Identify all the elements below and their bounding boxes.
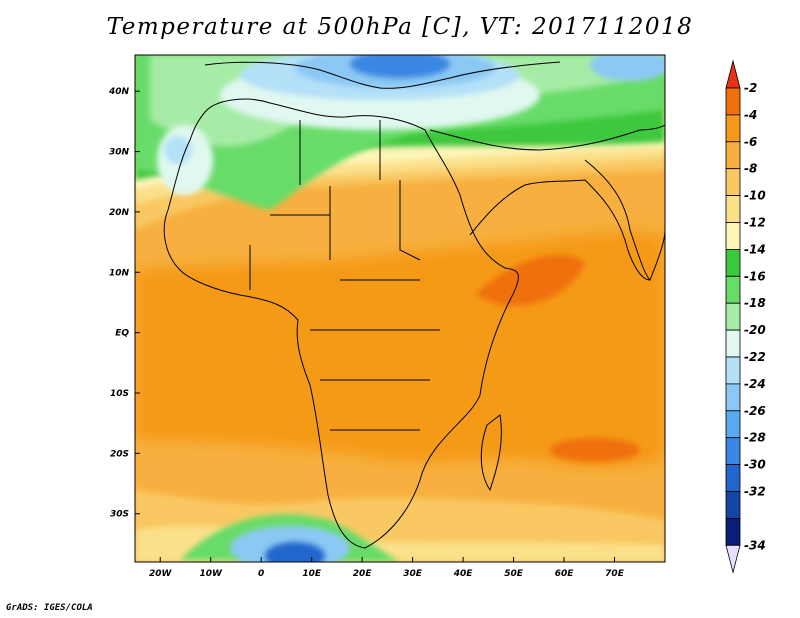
lon-tick-label: 20W xyxy=(149,569,173,579)
grads-credit: GrADS: IGES/COLA xyxy=(6,603,93,613)
lon-tick-label: 0 xyxy=(258,569,264,579)
temperature-field xyxy=(135,55,665,562)
colorbar-label: -32 xyxy=(744,485,766,499)
colorbar-swatch xyxy=(725,302,741,331)
coastlines xyxy=(163,61,665,549)
lat-tick-label: EQ xyxy=(115,329,129,339)
colorbar-swatch xyxy=(725,329,741,358)
colorbar-swatch xyxy=(725,195,741,223)
colorbar-swatch xyxy=(725,275,741,304)
colorbar-label: -10 xyxy=(744,189,766,203)
band-minus-4-south-indian-ocean xyxy=(550,438,640,462)
colorbar-swatch xyxy=(725,356,741,385)
lat-tick-label: 10S xyxy=(110,389,129,399)
colorbar-bottom-arrow xyxy=(725,544,741,574)
latitude-axis: 40N 30N 20N 10N EQ 10S 20S 30S xyxy=(108,87,140,520)
lon-tick-label: 10W xyxy=(199,569,223,579)
lat-tick-label: 40N xyxy=(108,87,130,97)
arabian-peninsula-coastline xyxy=(469,179,651,281)
cold-band-asia xyxy=(590,55,665,81)
band-minus-6 xyxy=(135,231,665,468)
colorbar-swatch xyxy=(725,518,741,546)
cold-core-nw-africa xyxy=(164,136,192,164)
colorbar-label: -12 xyxy=(744,216,766,230)
europe-coastline xyxy=(204,61,561,89)
colorbar-label: -6 xyxy=(744,135,757,149)
colorbar-swatch xyxy=(725,141,741,170)
cold-band-europe-3 xyxy=(350,55,450,78)
colorbar-label: -8 xyxy=(744,162,757,176)
colorbar-label: -22 xyxy=(744,350,766,364)
colorbar-swatch xyxy=(725,87,741,116)
longitude-axis: 20W 10W 0 10E 20E 30E 40E 50E 60E 70E xyxy=(149,557,625,579)
map-title: Temperature at 500hPa [C], VT: 201711201… xyxy=(106,14,694,40)
lon-tick-label: 70E xyxy=(605,569,625,579)
colorbar-label: -18 xyxy=(744,296,766,310)
colorbar-label: -14 xyxy=(744,242,766,256)
lon-tick-label: 20E xyxy=(353,569,373,579)
country-borders xyxy=(249,120,440,431)
lat-tick-label: 30S xyxy=(110,510,129,520)
colorbar-label: -2 xyxy=(744,81,757,95)
cold-core-south-atlantic xyxy=(265,542,325,562)
colorbar-swatch xyxy=(725,491,741,519)
middle-east-coastline xyxy=(429,124,665,151)
colorbar: -2 -4 -6 -8 -10 -12 -14 -16 -18 -20 -22 -24 -26 -28 -3… xyxy=(725,59,766,574)
lat-tick-label: 10N xyxy=(109,268,130,278)
lon-tick-label: 10E xyxy=(302,569,322,579)
lon-tick-label: 60E xyxy=(555,569,575,579)
india-coastline xyxy=(584,159,665,281)
colorbar-label: -4 xyxy=(744,108,757,122)
colorbar-swatch xyxy=(725,383,741,412)
africa-coastline xyxy=(163,98,519,549)
map-frame xyxy=(134,54,666,563)
colorbar-label: -26 xyxy=(744,404,766,418)
colorbar-label: -28 xyxy=(744,431,766,445)
colorbar-top-arrow xyxy=(725,59,741,89)
lat-tick-label: 20N xyxy=(109,208,130,218)
colorbar-swatch xyxy=(725,222,741,250)
colorbar-swatch xyxy=(725,248,741,277)
colorbar-label: -16 xyxy=(744,269,766,283)
colorbar-swatch xyxy=(725,464,741,492)
lon-tick-label: 40E xyxy=(453,569,474,579)
colorbar-swatch xyxy=(725,168,741,196)
colorbar-label: -20 xyxy=(744,323,766,337)
colorbar-label: -24 xyxy=(744,377,766,391)
lon-tick-label: 50E xyxy=(504,569,524,579)
lon-tick-label: 30E xyxy=(403,569,423,579)
band-minus-4-arabian-sea xyxy=(475,254,585,306)
colorbar-swatch xyxy=(725,410,741,439)
colorbar-label: -34 xyxy=(744,538,766,552)
colorbar-label: -30 xyxy=(744,458,766,472)
madagascar-coastline xyxy=(480,414,502,492)
colorbar-swatch xyxy=(725,437,741,466)
lat-tick-label: 30N xyxy=(109,148,130,158)
colorbar-swatch xyxy=(725,114,741,143)
lat-tick-label: 20S xyxy=(110,449,129,459)
